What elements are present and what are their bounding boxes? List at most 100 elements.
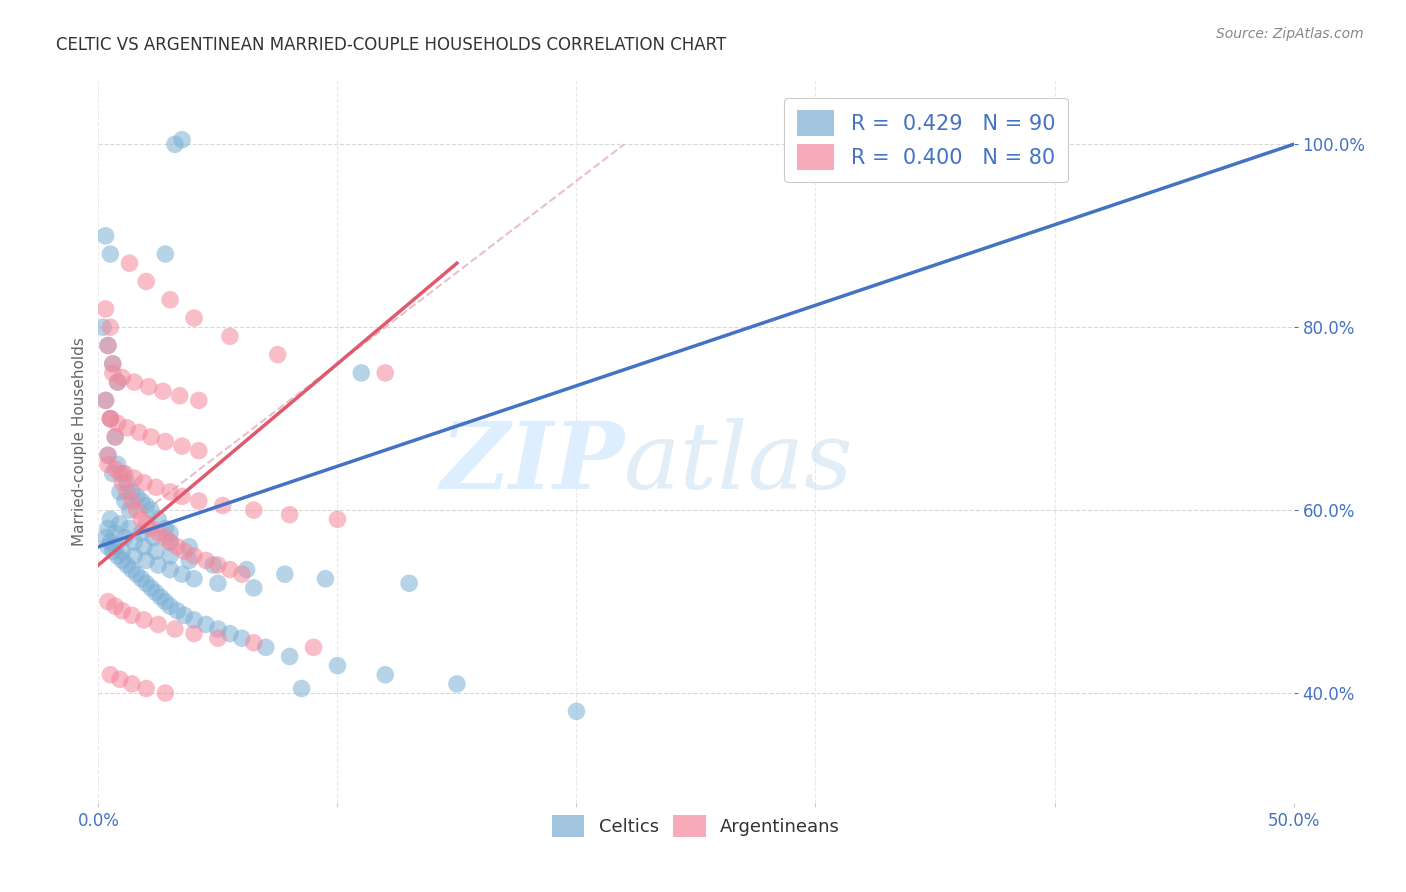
Point	[94, 228, 117, 243]
Point	[195, 617, 218, 632]
Point	[94, 393, 117, 408]
Point	[291, 681, 314, 696]
Point	[108, 516, 131, 531]
Point	[243, 581, 266, 595]
Point	[142, 531, 165, 545]
Point	[231, 567, 253, 582]
Point	[124, 535, 146, 549]
Point	[235, 563, 257, 577]
Point	[115, 475, 138, 490]
Point	[131, 512, 153, 526]
Point	[155, 434, 177, 449]
Point	[350, 366, 373, 380]
Point	[148, 558, 170, 572]
Point	[138, 379, 160, 393]
Point	[121, 608, 143, 623]
Point	[107, 375, 129, 389]
Point	[125, 490, 148, 504]
Point	[111, 553, 134, 567]
Point	[121, 484, 143, 499]
Point	[111, 544, 134, 558]
Point	[207, 558, 229, 572]
Y-axis label: Married-couple Households: Married-couple Households	[72, 337, 87, 546]
Point	[115, 421, 138, 435]
Point	[111, 370, 134, 384]
Point	[155, 521, 177, 535]
Point	[135, 499, 157, 513]
Point	[159, 535, 181, 549]
Point	[135, 553, 157, 567]
Point	[114, 467, 136, 481]
Point	[118, 521, 141, 535]
Point	[219, 329, 242, 343]
Point	[166, 604, 188, 618]
Point	[155, 247, 177, 261]
Point	[121, 563, 143, 577]
Point	[101, 357, 124, 371]
Point	[195, 553, 218, 567]
Point	[107, 549, 129, 563]
Point	[183, 613, 205, 627]
Point	[97, 458, 120, 472]
Point	[104, 599, 127, 614]
Point	[98, 320, 122, 334]
Point	[135, 681, 157, 696]
Point	[207, 576, 229, 591]
Point	[107, 375, 129, 389]
Point	[98, 535, 122, 549]
Point	[98, 411, 122, 425]
Point	[183, 626, 205, 640]
Point	[104, 430, 127, 444]
Point	[159, 535, 181, 549]
Point	[101, 366, 124, 380]
Point	[94, 393, 117, 408]
Point	[446, 677, 468, 691]
Point	[131, 494, 153, 508]
Point	[124, 549, 146, 563]
Point	[108, 484, 131, 499]
Text: atlas: atlas	[624, 418, 853, 508]
Point	[172, 133, 194, 147]
Point	[115, 484, 138, 499]
Point	[148, 526, 170, 541]
Point	[159, 549, 181, 563]
Point	[183, 572, 205, 586]
Point	[374, 366, 396, 380]
Point	[115, 558, 138, 572]
Point	[231, 631, 253, 645]
Point	[131, 526, 153, 541]
Point	[155, 531, 177, 545]
Point	[118, 256, 141, 270]
Text: CELTIC VS ARGENTINEAN MARRIED-COUPLE HOUSEHOLDS CORRELATION CHART: CELTIC VS ARGENTINEAN MARRIED-COUPLE HOU…	[56, 36, 727, 54]
Point	[128, 425, 150, 440]
Point	[183, 549, 205, 563]
Point	[97, 338, 120, 352]
Point	[97, 594, 120, 608]
Point	[565, 704, 588, 718]
Point	[254, 640, 277, 655]
Point	[121, 494, 143, 508]
Point	[202, 558, 225, 572]
Point	[172, 439, 194, 453]
Point	[172, 490, 194, 504]
Point	[104, 430, 127, 444]
Point	[94, 531, 117, 545]
Point	[326, 658, 349, 673]
Point	[139, 581, 162, 595]
Point	[97, 521, 120, 535]
Point	[207, 631, 229, 645]
Point	[159, 599, 181, 614]
Point	[155, 594, 177, 608]
Point	[121, 677, 143, 691]
Point	[94, 301, 117, 316]
Point	[278, 649, 301, 664]
Point	[148, 617, 170, 632]
Point	[152, 384, 174, 399]
Point	[172, 567, 194, 582]
Point	[97, 448, 120, 462]
Point	[302, 640, 325, 655]
Point	[207, 622, 229, 636]
Point	[145, 544, 167, 558]
Point	[114, 494, 136, 508]
Point	[148, 512, 170, 526]
